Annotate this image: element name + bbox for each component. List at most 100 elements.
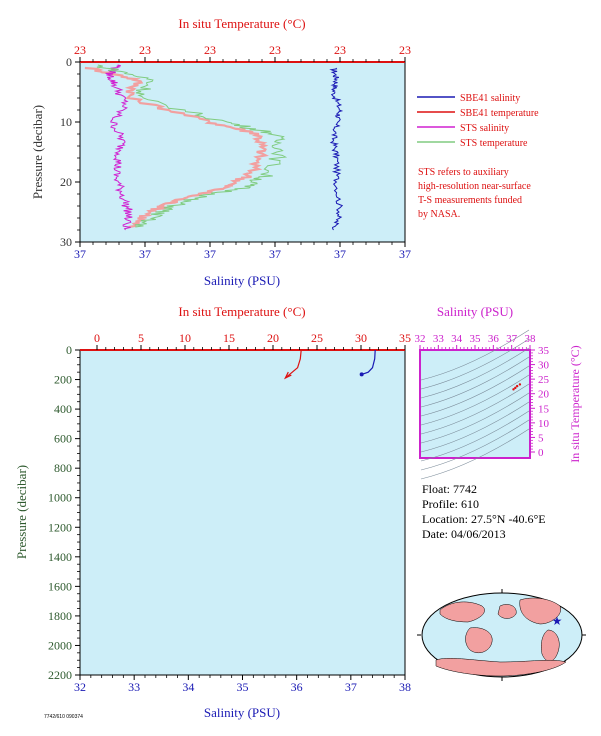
bottom-profile-series <box>283 349 376 380</box>
tick-label: 20 <box>538 389 550 401</box>
profile-number: Profile: 610 <box>422 497 479 511</box>
tick-label: 1000 <box>48 491 72 505</box>
tick-label: 33 <box>128 680 140 694</box>
tick-label: 37 <box>399 247 411 261</box>
density-contour <box>420 392 530 444</box>
legend-item-sts-temperature: STS temperature <box>417 138 528 149</box>
tick-label: 34 <box>182 680 194 694</box>
tick-label: 20 <box>60 175 72 189</box>
series-line-sts-temperature <box>96 64 288 228</box>
ts-point <box>515 384 519 388</box>
tick-label: 0 <box>94 331 100 345</box>
tick-label: 23 <box>269 43 281 57</box>
tick-label: 1600 <box>48 579 72 593</box>
tick-label: 23 <box>139 43 151 57</box>
map-frame-ticks <box>417 589 586 681</box>
top-pressure-ticks: 0 10 20 30 <box>60 55 80 249</box>
legend-item-sbe41-salinity: SBE41 salinity <box>417 93 520 104</box>
tick-label: 0 <box>66 343 72 357</box>
tick-label: 15 <box>223 331 235 345</box>
tick-label: 37 <box>269 247 281 261</box>
tick-label: 30 <box>355 331 367 345</box>
tick-label: 37 <box>139 247 151 261</box>
float-info: Float: 7742 Profile: 610 Location: 27.5°… <box>422 482 546 541</box>
world-map: ★ <box>417 589 586 681</box>
tick-label: 25 <box>538 374 550 386</box>
ts-point <box>514 386 517 390</box>
series-line-sbe41-temperature <box>84 66 269 229</box>
tick-label: 0 <box>66 55 72 69</box>
tick-label: 35 <box>399 331 411 345</box>
tick-label: 23 <box>74 43 86 57</box>
density-contour <box>420 347 530 399</box>
tick-label: 10 <box>60 115 72 129</box>
map-land <box>435 597 567 677</box>
tick-label: 37 <box>345 680 357 694</box>
tick-label: 38 <box>525 333 537 345</box>
tick-label: 0 <box>538 447 544 459</box>
density-contour <box>420 419 530 471</box>
temperature-end-arrow <box>283 371 292 380</box>
series-line-salinity <box>361 349 376 375</box>
tick-label: 800 <box>54 461 72 475</box>
top-salinity-axis-label: Salinity (PSU) <box>204 273 280 288</box>
density-contour <box>420 329 530 381</box>
density-contour <box>420 338 530 390</box>
tick-label: 1800 <box>48 609 72 623</box>
series-line-sbe41-salinity <box>329 67 344 231</box>
top-salinity-ticks: 37 37 37 37 37 37 <box>74 242 411 261</box>
tick-label: 5 <box>538 432 544 444</box>
density-contour <box>420 356 530 408</box>
salinity-end-point <box>359 372 364 377</box>
legend-item-sts-salinity: STS salinity <box>417 123 509 134</box>
ts-salinity-ticks: 32 33 34 35 36 37 38 <box>415 333 537 350</box>
ts-density-contours <box>420 329 530 480</box>
tick-label: 35 <box>237 680 249 694</box>
bottom-salinity-axis-label: Salinity (PSU) <box>204 705 280 720</box>
tick-label: 30 <box>60 235 72 249</box>
tick-label: 2000 <box>48 638 72 652</box>
legend-label: SBE41 temperature <box>460 108 539 119</box>
density-contour <box>420 428 530 480</box>
bottom-pressure-axis-label: Pressure (decibar) <box>14 465 29 559</box>
location: Location: 27.5°N -40.6°E <box>422 512 546 526</box>
bottom-temperature-ticks: 0 5 10 15 20 25 30 35 <box>94 331 411 350</box>
tick-label: 37 <box>74 247 86 261</box>
top-temperature-axis-label: In situ Temperature (°C) <box>178 16 305 31</box>
tick-label: 37 <box>334 247 346 261</box>
density-contour <box>420 383 530 435</box>
tick-label: 600 <box>54 432 72 446</box>
bottom-plot-area <box>79 349 406 676</box>
tick-label: 34 <box>451 333 463 345</box>
ts-temperature-ticks: 35 30 25 20 15 10 5 0 <box>530 345 550 459</box>
ts-diagram: Salinity (PSU) 32 33 34 35 36 37 38 35 30 25 20 15… <box>415 304 582 480</box>
tick-label: 15 <box>538 403 550 415</box>
tick-label: 37 <box>506 333 518 345</box>
ts-point <box>512 388 515 391</box>
bottom-salinity-ticks: 32 33 34 35 36 37 38 <box>74 675 411 694</box>
ts-temperature-axis-label: In situ Temperature (°C) <box>568 345 582 462</box>
density-contour <box>420 401 530 453</box>
tick-label: 32 <box>74 680 86 694</box>
series-line-temperature <box>284 349 302 379</box>
float-id: Float: 7742 <box>422 482 477 496</box>
top-pressure-axis-label: Pressure (decibar) <box>30 105 45 199</box>
tick-label: 33 <box>433 333 445 345</box>
float-position-marker: ★ <box>552 614 563 628</box>
legend-label: STS salinity <box>460 123 509 134</box>
sts-note-line: STS refers to auxiliary <box>418 167 509 178</box>
density-contour <box>420 374 530 426</box>
legend-label: SBE41 salinity <box>460 93 520 104</box>
bottom-pressure-ticks: 0 200 400 600 800 1000 1200 1400 1600 1800 2000 220… <box>48 343 80 682</box>
ts-salinity-axis-label: Salinity (PSU) <box>437 304 513 319</box>
map-landmass <box>497 604 517 619</box>
series-line-sts-salinity <box>105 64 133 231</box>
density-contour <box>420 410 530 462</box>
tick-label: 35 <box>538 345 550 357</box>
tick-label: 2200 <box>48 668 72 682</box>
tick-label: 20 <box>267 331 279 345</box>
top-temperature-ticks: 23 23 23 23 23 23 <box>74 43 411 62</box>
tick-label: 1400 <box>48 550 72 564</box>
ts-profile-series <box>512 383 522 391</box>
footer-code: 7742/610 090374 <box>44 714 83 720</box>
